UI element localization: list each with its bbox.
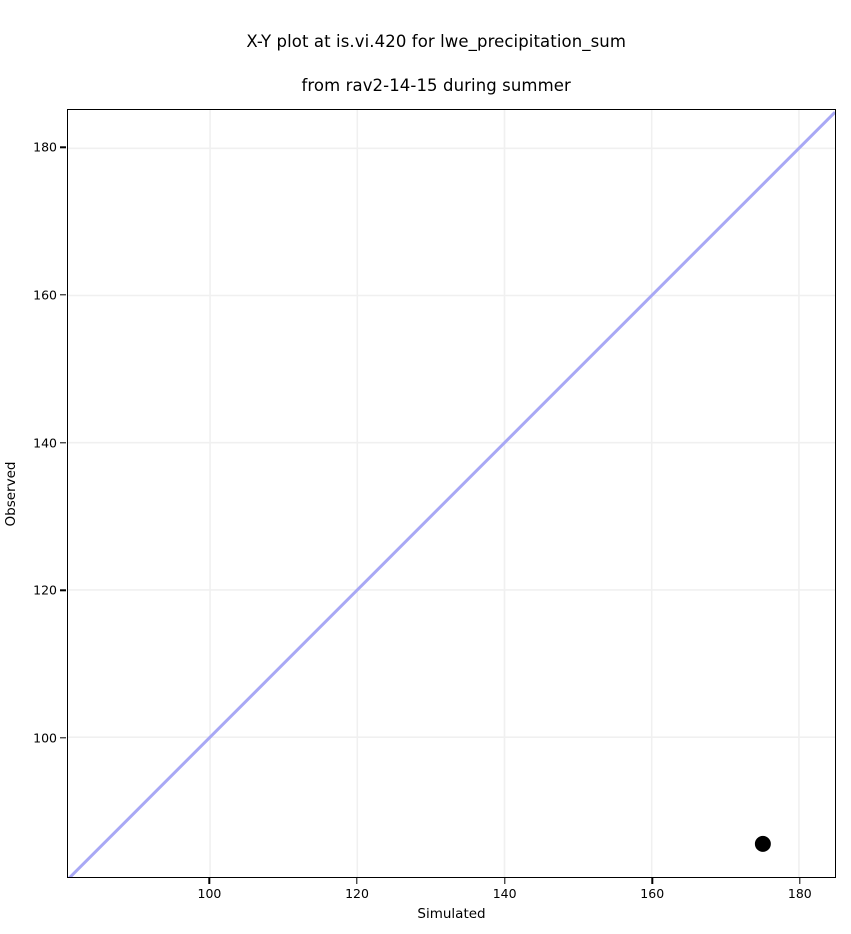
y-tick-mark (60, 737, 66, 739)
x-axis-tick-marks (67, 878, 836, 886)
x-tick-mark (799, 878, 801, 884)
y-axis-tick-marks (0, 109, 67, 878)
y-tick-mark (60, 294, 66, 296)
chart-title-line-1: X-Y plot at is.vi.420 for lwe_precipitat… (246, 32, 627, 51)
x-tick-label: 160 (640, 886, 665, 901)
chart-title-line-2: from rav2-14-15 during summer (301, 76, 571, 95)
y-tick-mark (60, 589, 66, 591)
y-axis-title-wrapper: Observed (0, 109, 22, 878)
chart-title: X-Y plot at is.vi.420 for lwe_precipitat… (0, 9, 851, 119)
reference-line (68, 111, 835, 877)
y-tick-label: 100 (33, 730, 57, 746)
x-axis-tick-labels: 100 120 140 160 180 (67, 886, 836, 906)
x-tick-label: 140 (492, 886, 517, 901)
x-tick-mark (208, 878, 211, 884)
x-tick-mark (503, 878, 506, 884)
y-tick-mark (60, 146, 66, 149)
data-point[interactable] (754, 835, 771, 852)
y-tick-label: 180 (33, 139, 57, 155)
y-axis-title: Observed (3, 461, 19, 526)
y-axis-tick-labels: 100 120 140 160 180 (0, 109, 57, 878)
x-tick-label: 120 (345, 886, 369, 901)
x-tick-mark (651, 878, 653, 884)
x-tick-mark (356, 878, 358, 884)
y-tick-mark (60, 441, 66, 444)
x-tick-label: 100 (197, 886, 222, 901)
y-tick-label: 140 (33, 435, 57, 451)
gridlines (68, 110, 835, 877)
y-tick-label: 160 (33, 287, 57, 303)
y-tick-label: 120 (33, 582, 57, 598)
plot-area (67, 109, 836, 878)
data-series-layer (68, 111, 835, 877)
x-tick-label: 180 (787, 886, 812, 901)
x-axis-title: Simulated (417, 906, 486, 922)
